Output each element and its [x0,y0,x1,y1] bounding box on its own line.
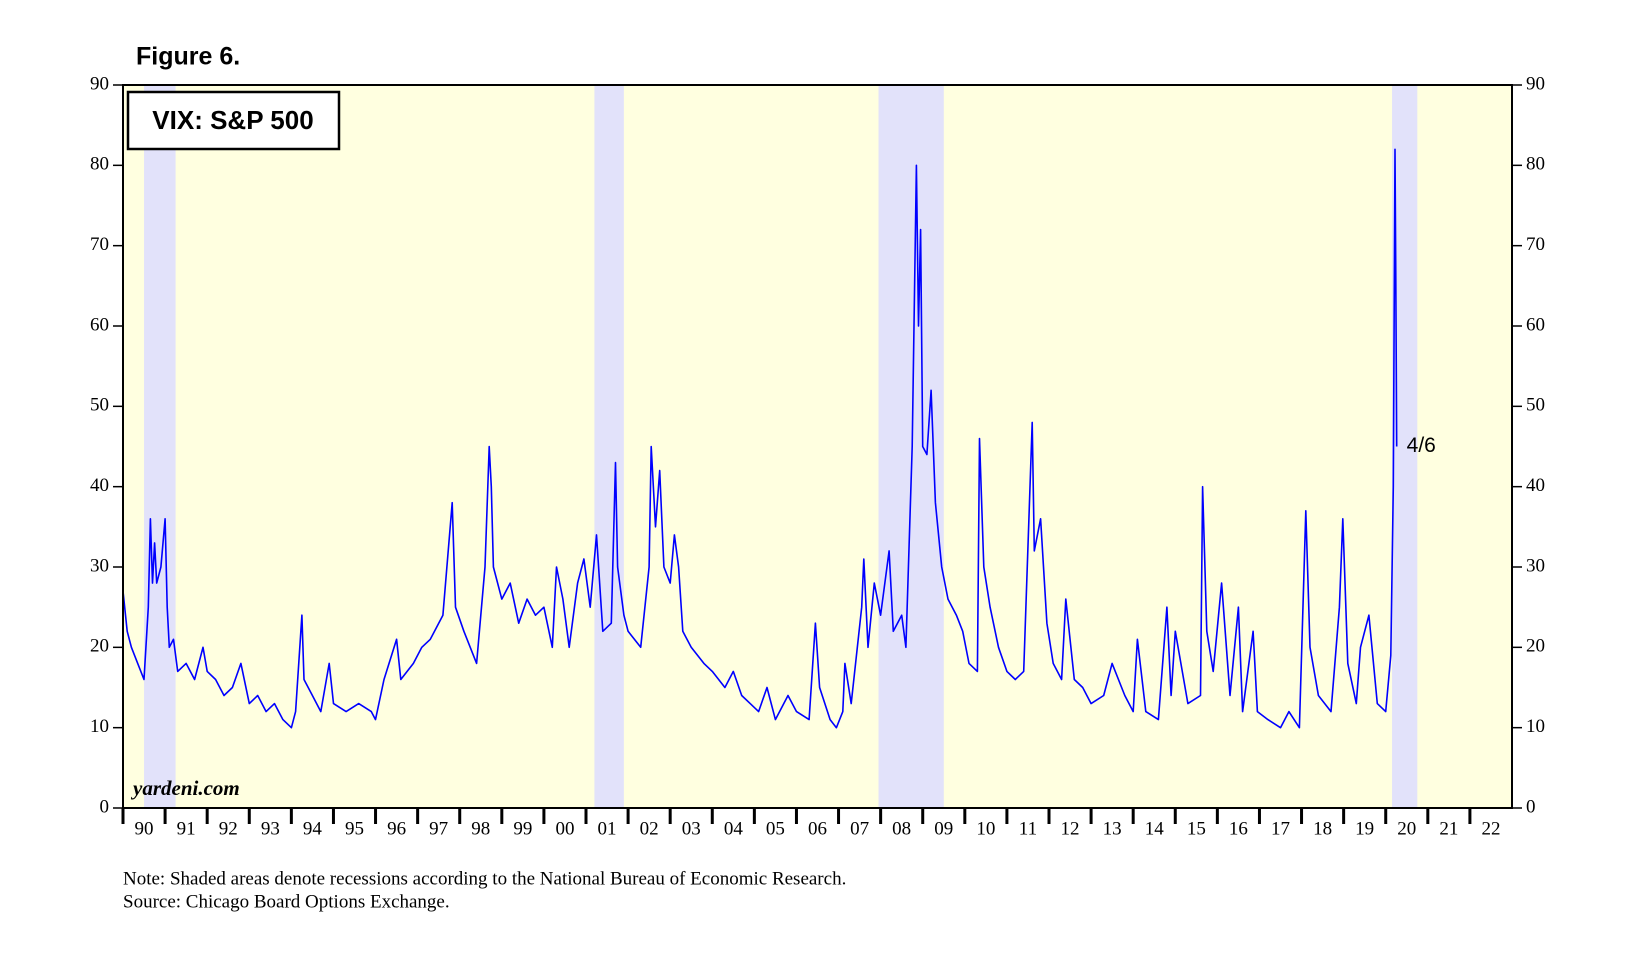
y2-tick-label: 70 [1526,234,1545,255]
x-tick-label: 05 [766,818,785,839]
y-tick-label: 80 [90,154,109,175]
x-tick-label: 03 [682,818,701,839]
y2-tick-label: 50 [1526,395,1545,416]
figure-label: Figure 6. [136,43,240,71]
x-tick-label: 18 [1313,818,1332,839]
x-tick-label: 22 [1481,818,1500,839]
x-tick-label: 09 [934,818,953,839]
y2-tick-label: 30 [1526,555,1545,576]
x-tick-label: 16 [1229,818,1248,839]
source: Source: Chicago Board Options Exchange. [123,891,450,912]
x-tick-label: 20 [1397,818,1416,839]
x-tick-label: 04 [724,818,744,839]
title-box [126,90,341,151]
annotation: 4/6 [1407,434,1436,457]
x-tick-label: 21 [1439,818,1458,839]
x-tick-label: 96 [387,818,406,839]
x-tick-label: 13 [1103,818,1122,839]
y2-tick-label: 20 [1526,636,1545,657]
x-tick-label: 06 [808,818,827,839]
x-tick-label: 93 [261,818,280,839]
x-tick-label: 12 [1061,818,1080,839]
x-tick-label: 01 [598,818,617,839]
watermark: yardeni.com [130,776,240,800]
vix-line [122,148,1398,729]
x-tick-label: 90 [135,818,154,839]
x-tick-label: 17 [1271,818,1290,839]
y2-tick-label: 60 [1526,314,1545,335]
x-tick-label: 94 [303,818,323,839]
y-tick-label: 20 [90,636,109,657]
x-tick-label: 95 [345,818,364,839]
y2-tick-label: 40 [1526,475,1545,496]
y-tick-label: 90 [90,73,109,94]
x-tick-label: 10 [976,818,995,839]
y-tick-label: 50 [90,395,109,416]
y-tick-label: 30 [90,555,109,576]
y-tick-label: 10 [90,716,109,737]
y2-tick-label: 10 [1526,716,1545,737]
x-tick-label: 19 [1355,818,1374,839]
recession-band [594,85,624,808]
x-tick-label: 92 [219,818,238,839]
recession-band [144,85,176,808]
plot-background [123,85,1512,808]
x-tick-label: 08 [892,818,911,839]
x-tick-label: 14 [1145,818,1165,839]
y2-tick-label: 90 [1526,73,1545,94]
x-tick-label: 99 [513,818,532,839]
y2-tick-label: 0 [1526,796,1536,817]
x-tick-label: 11 [1019,818,1037,839]
x-tick-label: 02 [640,818,659,839]
x-tick-label: 15 [1187,818,1206,839]
y-tick-label: 70 [90,234,109,255]
x-tick-label: 97 [429,818,448,839]
plot-frame [122,84,1513,809]
x-tick-label: 98 [471,818,490,839]
x-tick-label: 91 [177,818,196,839]
y-tick-label: 0 [100,796,110,817]
y-tick-label: 40 [90,475,109,496]
note: Note: Shaded areas denote recessions acc… [123,868,846,889]
y2-tick-label: 80 [1526,154,1545,175]
x-tick-label: 00 [555,818,574,839]
y-tick-label: 60 [90,314,109,335]
x-tick-label: 07 [850,818,869,839]
chart-title: VIX: S&P 500 [152,105,313,135]
